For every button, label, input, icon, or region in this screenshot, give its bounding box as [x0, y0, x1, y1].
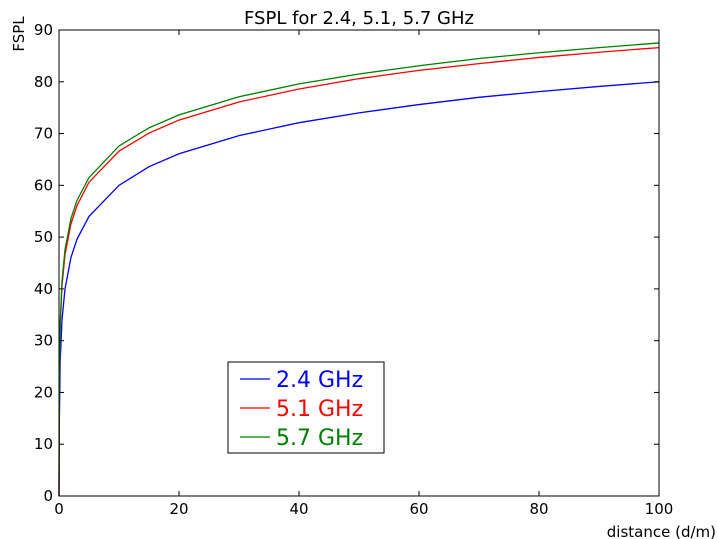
axis-ticks: 0 20 40 60 80 100 0 10 20 30 40 50 60 70 80 90: [34, 21, 673, 518]
y-tick-label: 80: [34, 73, 53, 91]
legend-label: 5.1 GHz: [276, 397, 363, 422]
x-tick-label: 0: [54, 500, 64, 518]
x-tick-label: 20: [169, 500, 188, 518]
legend: 2.4 GHz 5.1 GHz 5.7 GHz: [227, 361, 385, 454]
x-tick-label: 40: [289, 500, 308, 518]
y-tick-label: 70: [34, 125, 53, 143]
x-tick-label: 80: [529, 500, 548, 518]
y-tick-label: 60: [34, 176, 53, 194]
chart-title: FSPL for 2.4, 5.1, 5.7 GHz: [244, 8, 474, 29]
plot-frame: [58, 29, 660, 497]
legend-label: 2.4 GHz: [276, 368, 363, 393]
y-tick-label: 90: [34, 21, 53, 39]
series-line-3: [58, 42, 660, 497]
y-tick-label: 50: [34, 228, 53, 246]
plot-series: [58, 42, 660, 497]
y-axis-label: FSPL: [10, 16, 28, 52]
x-tick-label: 60: [409, 500, 428, 518]
y-tick-label: 10: [34, 435, 53, 453]
x-axis-label: distance (d/m): [607, 523, 716, 539]
y-tick-label: 0: [43, 487, 53, 505]
x-tick-label: 100: [645, 500, 674, 518]
y-tick-label: 30: [34, 332, 53, 350]
y-tick-label: 40: [34, 280, 53, 298]
y-tick-label: 20: [34, 383, 53, 401]
legend-label: 5.7 GHz: [276, 426, 363, 451]
series-line-1: [58, 81, 660, 497]
